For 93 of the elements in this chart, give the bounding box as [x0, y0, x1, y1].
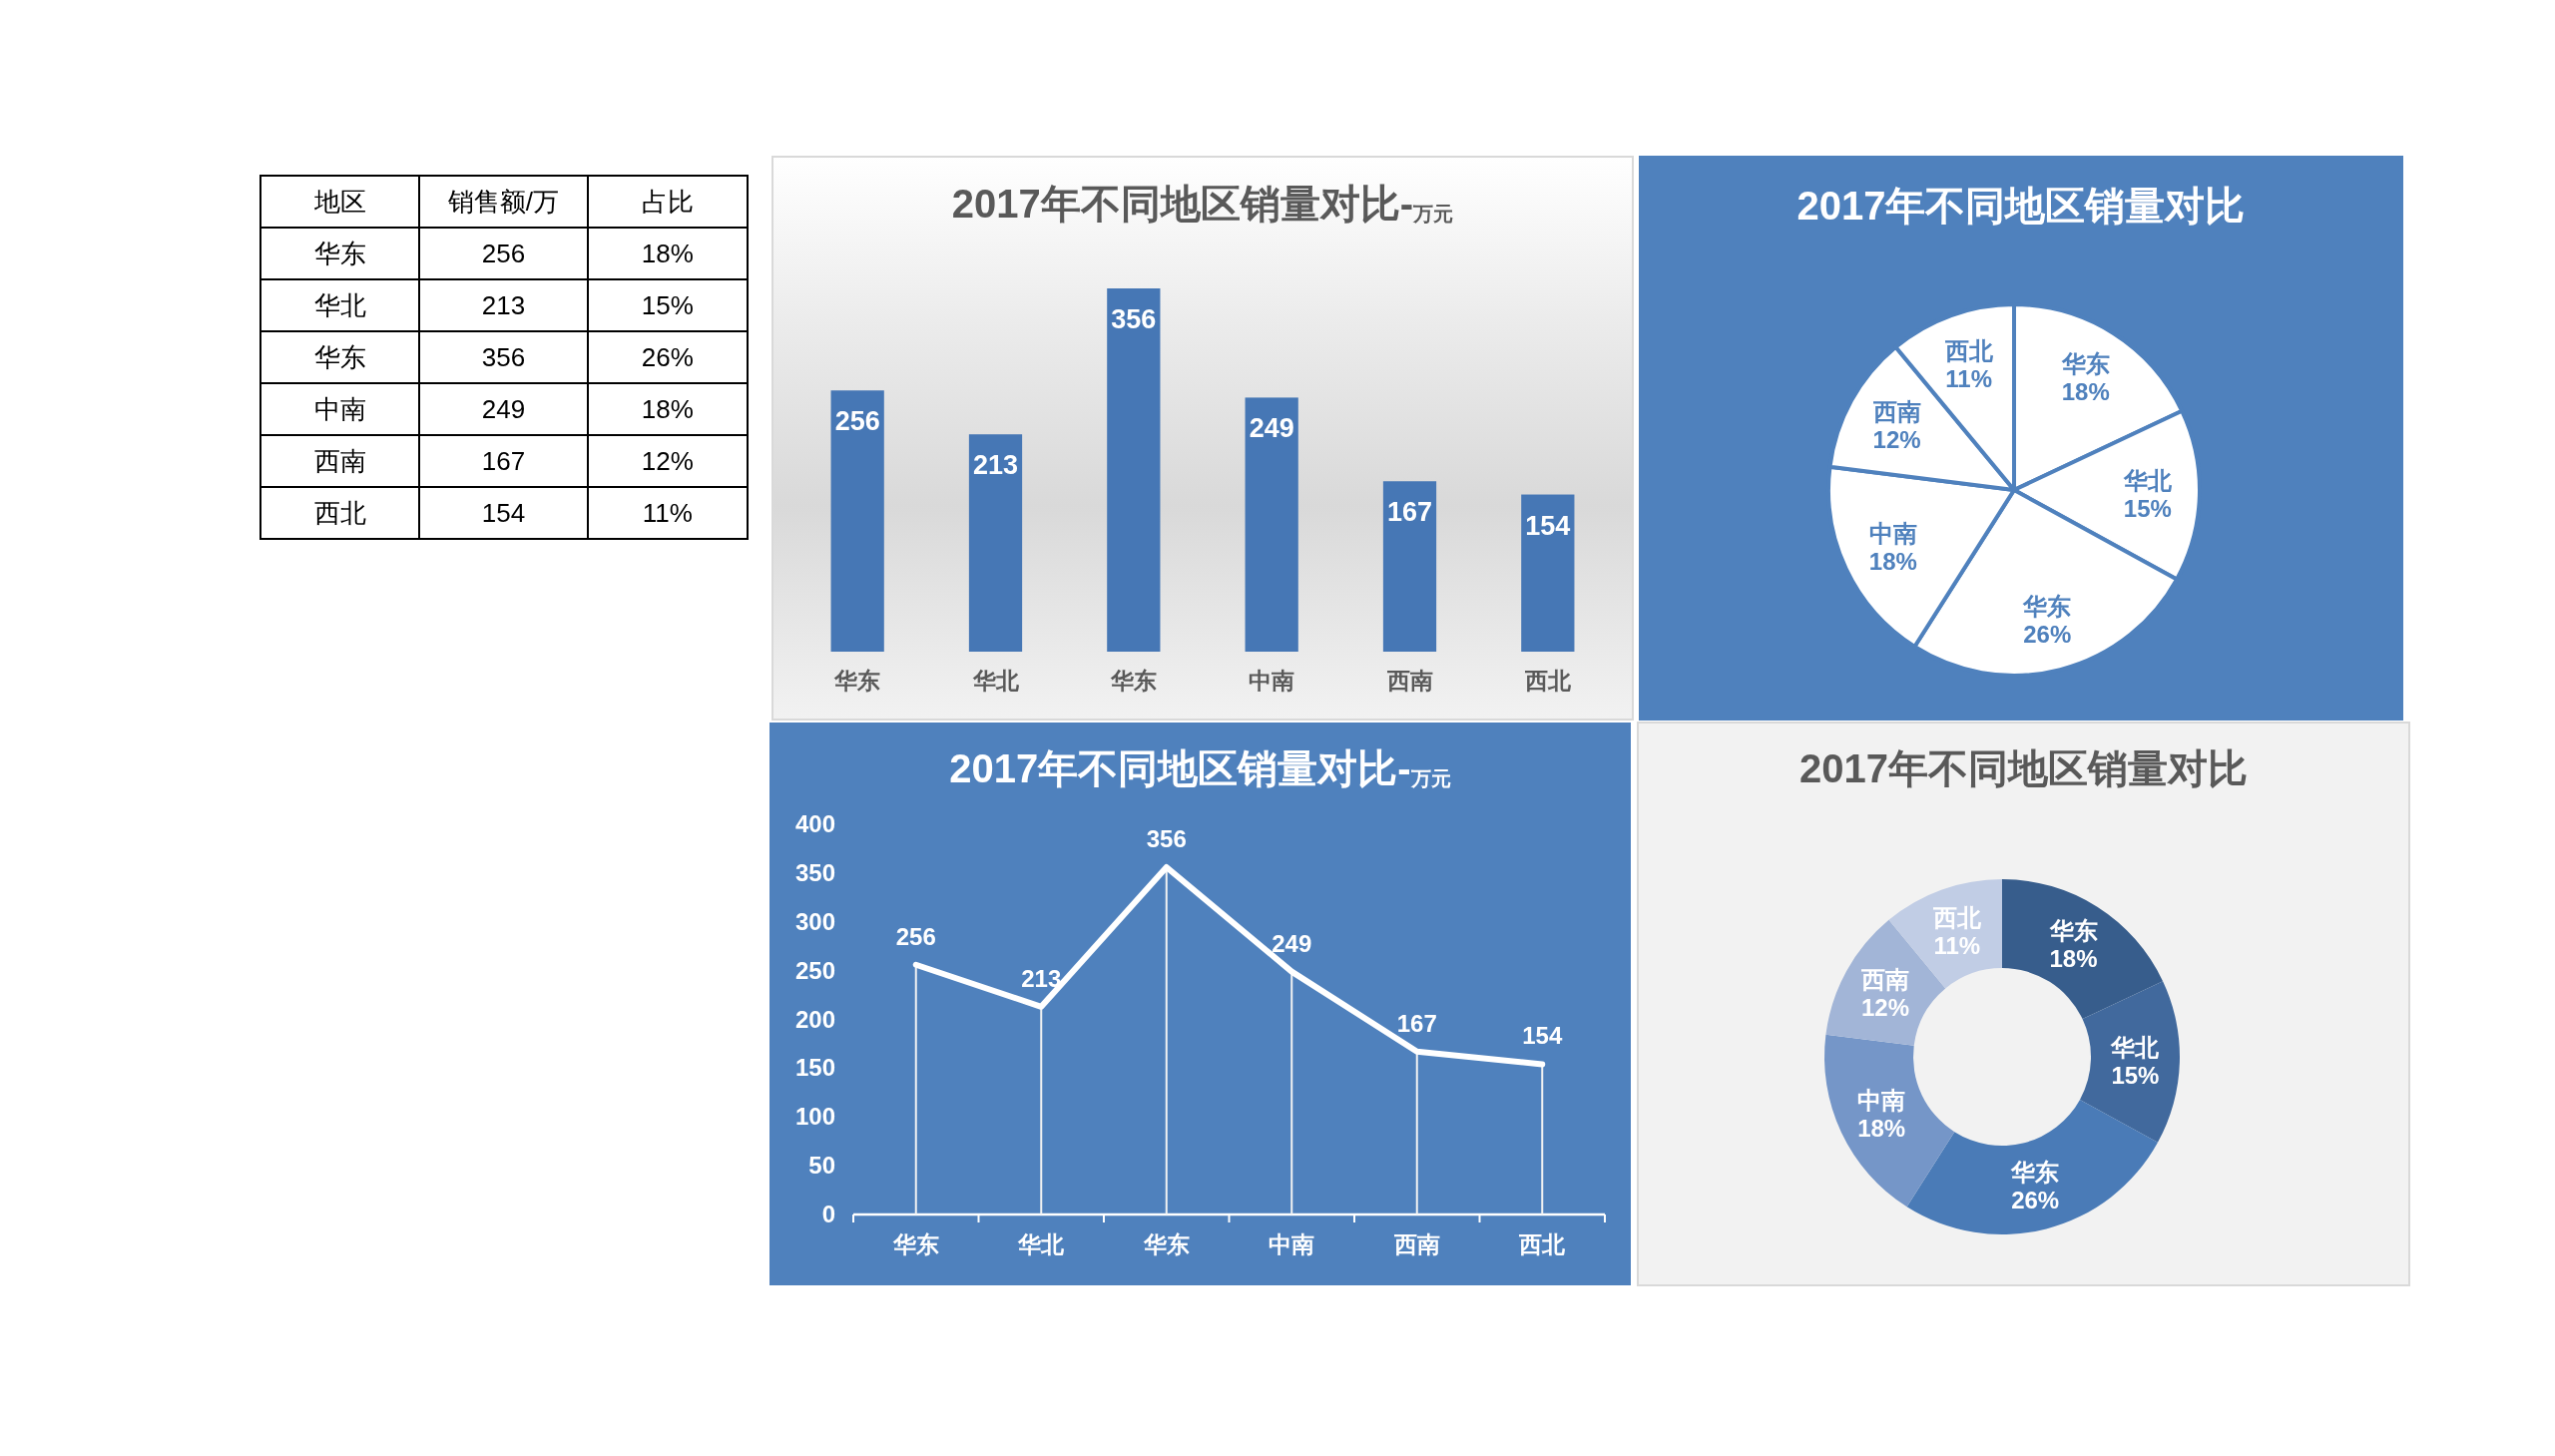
- x-tick-label: 华北: [971, 668, 1020, 694]
- bar: [968, 434, 1023, 652]
- slice-label: 西南: [1860, 965, 1910, 993]
- slice-label: 西北: [1943, 337, 1994, 364]
- category-label: 华东: [260, 331, 420, 383]
- data-label: 15%: [2123, 495, 2172, 523]
- x-tick-label: 华北: [1017, 1231, 1066, 1257]
- data-label: 249: [419, 383, 588, 435]
- data-label: 12%: [1872, 426, 1921, 454]
- bar: [1107, 288, 1161, 652]
- y-tick-label: 50: [808, 1152, 835, 1180]
- chart-title: 2017年不同地区销量对比: [1799, 746, 2248, 790]
- data-label: 26%: [587, 331, 748, 383]
- data-label: 249: [1249, 413, 1294, 444]
- donut-slice: [1824, 1034, 1955, 1208]
- donut-slice: [2079, 981, 2180, 1143]
- category-label: 西南: [260, 435, 420, 487]
- x-tick-label: 中南: [1269, 1231, 1315, 1257]
- y-tick-label: 350: [794, 858, 835, 886]
- data-label: 12%: [587, 435, 748, 487]
- slice-label: 中南: [1857, 1086, 1906, 1114]
- chart-title: 2017年不同地区销量对比: [1796, 184, 2246, 228]
- y-tick-label: 100: [794, 1103, 835, 1131]
- data-label: 167: [1396, 1009, 1437, 1037]
- data-label: 154: [419, 487, 588, 539]
- chart-title: 2017年不同地区销量对比-$_{万元}$: [949, 746, 1451, 790]
- data-label: 18%: [1868, 548, 1917, 576]
- text: 地区: [260, 176, 420, 228]
- slice-label: 中南: [1868, 520, 1917, 548]
- data-label: 18%: [1857, 1114, 1906, 1142]
- slice-label: 华东: [2010, 1159, 2060, 1187]
- y-tick-label: 300: [794, 907, 835, 935]
- data-label: 18%: [587, 383, 748, 435]
- category-label: 中南: [260, 383, 420, 435]
- x-tick-label: 中南: [1249, 668, 1295, 694]
- slice-label: 华东: [2060, 349, 2110, 377]
- x-tick-label: 华东: [1142, 1231, 1190, 1257]
- slice-label: 华北: [2110, 1034, 2161, 1062]
- x-tick-label: 西南: [1385, 668, 1433, 694]
- y-tick-label: 400: [794, 810, 835, 837]
- x-tick-label: 西北: [1523, 668, 1572, 694]
- data-label: 213: [1021, 964, 1062, 992]
- x-tick-label: 华东: [833, 668, 881, 694]
- y-tick-label: 250: [794, 956, 835, 984]
- data-label: 167: [419, 435, 588, 487]
- text: 销售额/万: [419, 176, 588, 228]
- bar: [830, 390, 884, 652]
- text: 占比: [587, 176, 748, 228]
- data-label: 15%: [2111, 1062, 2160, 1090]
- x-tick-label: 西北: [1518, 1231, 1567, 1257]
- slice-label: 华北: [2122, 467, 2173, 495]
- category-label: 西北: [260, 487, 420, 539]
- data-label: 213: [972, 450, 1019, 481]
- data-label: 26%: [2023, 620, 2072, 648]
- category-label: 华东: [260, 228, 420, 279]
- data-label: 12%: [1860, 993, 1910, 1021]
- bar: [1521, 494, 1575, 652]
- x-tick-label: 西南: [1392, 1231, 1440, 1257]
- x-tick-label: 华东: [891, 1231, 939, 1257]
- category-label: 华北: [260, 279, 420, 331]
- data-label: 256: [895, 922, 936, 950]
- bar: [1541, 1064, 1544, 1214]
- slice-label: 西北: [1931, 904, 1982, 932]
- bar: [1382, 481, 1437, 652]
- data-label: 167: [1386, 497, 1433, 528]
- slice-label: 西南: [1871, 398, 1921, 426]
- data-label: 26%: [2011, 1187, 2060, 1214]
- y-tick-label: 200: [794, 1005, 835, 1033]
- y-tick-label: 150: [794, 1054, 835, 1082]
- data-label: 15%: [587, 279, 748, 331]
- data-label: 356: [1111, 304, 1157, 334]
- data-label: 11%: [587, 487, 748, 539]
- data-label: 256: [419, 228, 588, 279]
- data-label: 356: [1146, 825, 1187, 853]
- slice-label: 华东: [2022, 592, 2072, 620]
- data-label: 154: [1525, 510, 1571, 541]
- slice-label: 华东: [2048, 917, 2098, 945]
- chart-title: 2017年不同地区销量对比-$_{万元}$: [951, 182, 1454, 226]
- data-label: 356: [419, 331, 588, 383]
- data-label: 256: [834, 406, 880, 437]
- data-label: 18%: [2061, 377, 2110, 405]
- donut-slice: [1906, 1099, 2158, 1234]
- data-label: 154: [1522, 1022, 1563, 1050]
- bar: [1245, 397, 1298, 652]
- data-label: 213: [419, 279, 588, 331]
- x-tick-label: 华东: [1109, 668, 1157, 694]
- y-tick-label: 0: [821, 1201, 835, 1227]
- data-label: 18%: [2049, 945, 2098, 973]
- donut-slice: [2002, 879, 2164, 1020]
- data-label: 11%: [1933, 932, 1981, 960]
- data-label: 249: [1272, 929, 1312, 957]
- data-label: 11%: [1945, 365, 1992, 392]
- data-label: 18%: [587, 228, 748, 279]
